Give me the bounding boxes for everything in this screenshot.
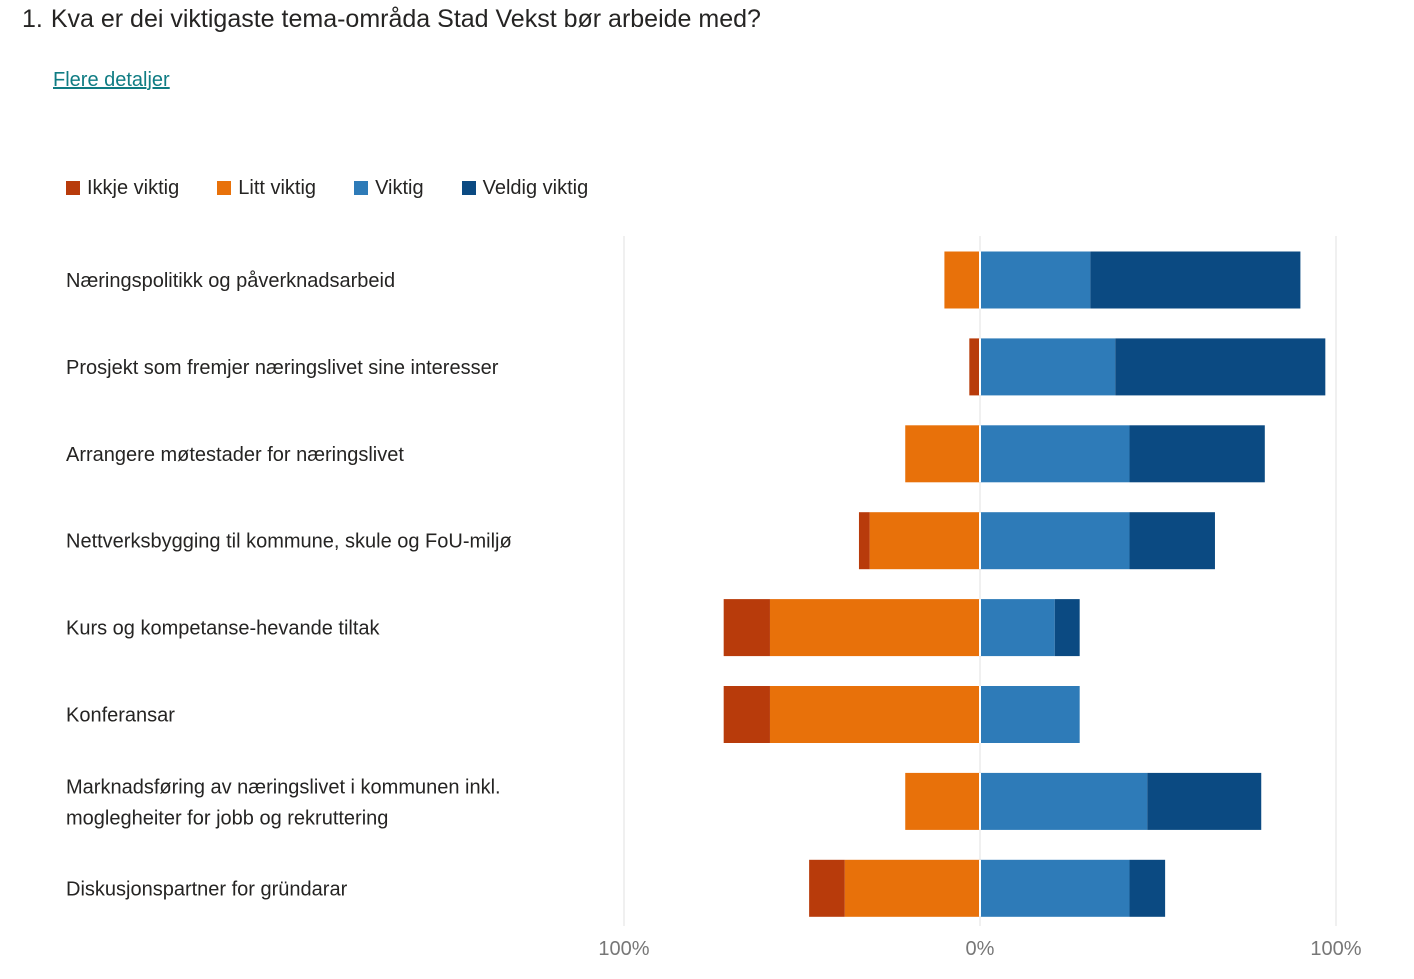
x-tick-label: 100% (598, 938, 649, 960)
bar-veldig-viktig[interactable] (1054, 599, 1080, 657)
bar-litt-viktig[interactable] (769, 686, 980, 743)
question-text: Kva er dei viktigaste tema-områda Stad V… (50, 5, 761, 33)
bar-viktig[interactable] (980, 599, 1055, 657)
bar-ikkje-viktig[interactable] (858, 512, 870, 570)
legend-label-viktig: Viktig (375, 176, 424, 199)
bar-veldig-viktig[interactable] (1129, 512, 1215, 570)
bar-veldig-viktig[interactable] (1129, 859, 1166, 917)
x-tick-label: 0% (966, 938, 995, 960)
bar-ikkje-viktig[interactable] (969, 338, 980, 396)
category-label: Arrangere møtestader for næringslivet (66, 444, 404, 466)
bar-viktig[interactable] (980, 338, 1116, 396)
legend-item-litt-viktig[interactable]: Litt viktig (217, 177, 316, 200)
category-label: Prosjekt som fremjer næringslivet sine i… (66, 357, 499, 379)
bar-litt-viktig[interactable] (905, 772, 980, 830)
category-label: Marknadsføring av næringslivet i kommune… (66, 776, 501, 829)
chart-legend: Ikkje viktig Litt viktig Viktig Veldig v… (66, 173, 626, 203)
bar-viktig[interactable] (980, 772, 1148, 830)
category-label: Diskusjonspartner for gründarar (66, 878, 348, 900)
question-number: 1. (22, 5, 43, 33)
bar-veldig-viktig[interactable] (1115, 338, 1326, 396)
bar-litt-viktig[interactable] (905, 425, 980, 483)
more-details-link[interactable]: Flere detaljer (53, 69, 170, 91)
bar-viktig[interactable] (980, 251, 1091, 309)
bar-litt-viktig[interactable] (869, 512, 980, 570)
bar-litt-viktig[interactable] (769, 599, 980, 657)
bar-ikkje-viktig[interactable] (723, 599, 770, 657)
legend-swatch-viktig (354, 181, 369, 195)
bar-ikkje-viktig[interactable] (723, 686, 770, 743)
question-title: 1. Kva er dei viktigaste tema-områda Stad… (22, 2, 761, 36)
bar-litt-viktig[interactable] (844, 859, 980, 917)
legend-swatch-veldig-viktig (461, 181, 476, 195)
legend-swatch-litt-viktig (217, 181, 232, 195)
bar-ikkje-viktig[interactable] (809, 859, 845, 917)
category-label: Konferansar (66, 705, 175, 727)
legend-item-veldig-viktig[interactable]: Veldig viktig (461, 176, 589, 200)
legend-label-veldig-viktig: Veldig viktig (482, 176, 589, 199)
bar-viktig[interactable] (980, 686, 1080, 743)
category-label: Nettverksbygging til kommune, skule og F… (66, 531, 512, 553)
bar-viktig[interactable] (980, 425, 1130, 483)
bar-viktig[interactable] (980, 512, 1130, 570)
legend-label-litt-viktig: Litt viktig (238, 176, 317, 199)
legend-label-ikkje-viktig: Ikkje viktig (87, 176, 180, 199)
category-label: Kurs og kompetanse-hevande tiltak (66, 618, 381, 640)
bar-litt-viktig[interactable] (944, 251, 980, 309)
bar-veldig-viktig[interactable] (1147, 772, 1262, 830)
bar-viktig[interactable] (980, 859, 1130, 917)
bar-veldig-viktig[interactable] (1129, 425, 1265, 483)
legend-item-ikkje-viktig[interactable]: Ikkje viktig (66, 177, 179, 200)
bar-veldig-viktig[interactable] (1090, 251, 1301, 309)
legend-item-viktig[interactable]: Viktig (354, 177, 424, 200)
x-tick-label: 100% (1310, 938, 1361, 960)
category-label: Næringspolitikk og påverknadsarbeid (66, 270, 395, 292)
legend-swatch-ikkje-viktig (66, 181, 80, 195)
